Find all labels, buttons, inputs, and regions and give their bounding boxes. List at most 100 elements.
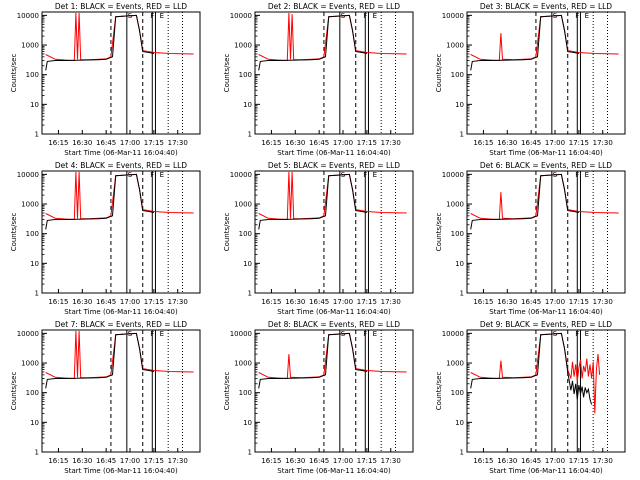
- lld-series-line: [470, 14, 619, 62]
- x-tick-label: 17:00: [120, 139, 140, 147]
- y-tick-label: 10000: [17, 12, 39, 20]
- detector-panel: 16:15 16:30 16:45 17:00 17:15 17:30 1 10 100 1000…: [10, 320, 201, 475]
- x-tick-label: 16:30: [72, 139, 92, 147]
- x-tick-label: 17:00: [333, 457, 353, 465]
- x-tick-label: 17:15: [569, 457, 589, 465]
- panel-title: Det 3: BLACK = Events, RED = LLD: [480, 2, 612, 11]
- x-tick-label: 17:00: [120, 457, 140, 465]
- x-tick-label: 16:30: [72, 457, 92, 465]
- y-tick-label: 1: [248, 290, 252, 298]
- x-tick-label: 17:15: [357, 457, 377, 465]
- x-tick-label: 16:45: [521, 139, 541, 147]
- x-tick-label: 16:15: [261, 139, 281, 147]
- x-tick-label: 16:45: [96, 139, 116, 147]
- x-tick-label: 16:15: [473, 139, 493, 147]
- x-tick-label: 17:15: [569, 139, 589, 147]
- x-tick-label: 17:15: [569, 298, 589, 306]
- x-tick-label: 17:30: [381, 457, 401, 465]
- detector-panel: 16:15 16:30 16:45 17:00 17:15 17:30 1 10 100 1000…: [435, 2, 626, 157]
- y-tick-label: 1: [460, 449, 464, 457]
- x-axis-label: Start Time (06-Mar-11 16:04:40): [64, 467, 178, 475]
- y-tick-label: 10: [455, 260, 464, 268]
- x-axis-label: Start Time (06-Mar-11 16:04:40): [277, 149, 391, 157]
- y-tick-label: 1: [460, 290, 464, 298]
- events-series-line: [258, 14, 368, 71]
- lld-series-line: [45, 330, 194, 380]
- x-tick-label: 16:15: [261, 298, 281, 306]
- lld-series-line: [470, 173, 619, 221]
- detector-panel: 16:15 16:30 16:45 17:00 17:15 17:30 1 10 100 1000…: [10, 2, 201, 157]
- y-axis-label: Counts/sec: [223, 213, 231, 252]
- x-tick-label: 16:30: [72, 298, 92, 306]
- x-tick-label: 17:30: [168, 139, 188, 147]
- panel-title: Det 2: BLACK = Events, RED = LLD: [268, 2, 400, 11]
- x-tick-label: 17:15: [144, 298, 164, 306]
- y-axis-label: Counts/sec: [10, 54, 18, 93]
- x-tick-label: 16:30: [285, 298, 305, 306]
- y-tick-label: 1000: [21, 201, 39, 209]
- y-tick-label: 10000: [17, 171, 39, 179]
- x-tick-label: 16:15: [473, 457, 493, 465]
- x-tick-label: 16:45: [309, 298, 329, 306]
- lld-series-line: [258, 332, 407, 380]
- plot-frame: [466, 170, 626, 294]
- y-axis-label: Counts/sec: [223, 54, 231, 93]
- x-tick-label: 16:30: [497, 298, 517, 306]
- x-tick-label: 17:30: [593, 457, 613, 465]
- plot-frame: [466, 329, 626, 453]
- y-tick-label: 10: [30, 419, 39, 427]
- segment-marker-label: F: [150, 171, 154, 179]
- segment-marker-label: F: [575, 171, 579, 179]
- y-tick-label: 10: [243, 101, 252, 109]
- events-series-line: [258, 173, 368, 230]
- y-tick-label: 10: [455, 101, 464, 109]
- x-tick-label: 17:00: [120, 298, 140, 306]
- segment-marker-label: E: [160, 12, 164, 20]
- y-tick-label: 10: [455, 419, 464, 427]
- segment-marker-label: E: [160, 330, 164, 338]
- x-tick-label: 17:15: [357, 139, 377, 147]
- y-tick-label: 10000: [17, 330, 39, 338]
- plot-frame: [41, 170, 201, 294]
- y-tick-label: 10000: [442, 12, 464, 20]
- y-tick-label: 1000: [234, 201, 252, 209]
- segment-marker-label: E: [373, 330, 377, 338]
- plot-frame: [41, 11, 201, 135]
- y-tick-label: 10: [243, 260, 252, 268]
- y-tick-label: 1000: [446, 360, 464, 368]
- segment-marker-label: F: [150, 330, 154, 338]
- detector-panel: 16:15 16:30 16:45 17:00 17:15 17:30 1 10 100 1000…: [10, 161, 201, 316]
- x-tick-label: 16:15: [261, 457, 281, 465]
- x-tick-label: 16:30: [285, 139, 305, 147]
- y-tick-label: 1000: [234, 42, 252, 50]
- x-axis-label: Start Time (06-Mar-11 16:04:40): [489, 149, 603, 157]
- y-tick-label: 1: [460, 131, 464, 139]
- x-tick-label: 17:15: [357, 298, 377, 306]
- y-tick-label: 1000: [21, 42, 39, 50]
- x-tick-label: 16:45: [309, 457, 329, 465]
- y-tick-label: 100: [26, 230, 39, 238]
- segment-marker-label: E: [373, 12, 377, 20]
- events-series-line: [470, 14, 580, 71]
- x-tick-label: 17:00: [545, 139, 565, 147]
- x-tick-label: 16:45: [96, 298, 116, 306]
- segment-marker-label: F: [575, 330, 579, 338]
- y-axis-label: Counts/sec: [435, 213, 443, 252]
- segment-marker-label: E: [160, 171, 164, 179]
- lld-series-line: [258, 12, 407, 62]
- x-tick-label: 16:45: [309, 139, 329, 147]
- x-tick-label: 16:45: [96, 457, 116, 465]
- segment-marker-label: F: [363, 12, 367, 20]
- x-axis-label: Start Time (06-Mar-11 16:04:40): [489, 308, 603, 316]
- x-tick-label: 17:30: [168, 298, 188, 306]
- plot-frame: [466, 11, 626, 135]
- x-tick-label: 16:45: [521, 298, 541, 306]
- segment-marker-label: E: [373, 171, 377, 179]
- plot-frame: [41, 329, 201, 453]
- y-tick-label: 10000: [442, 330, 464, 338]
- panel-title: Det 8: BLACK = Events, RED = LLD: [268, 320, 400, 329]
- segment-marker-label: F: [575, 12, 579, 20]
- y-tick-label: 100: [26, 389, 39, 397]
- x-tick-label: 16:15: [473, 298, 493, 306]
- y-tick-label: 100: [239, 71, 252, 79]
